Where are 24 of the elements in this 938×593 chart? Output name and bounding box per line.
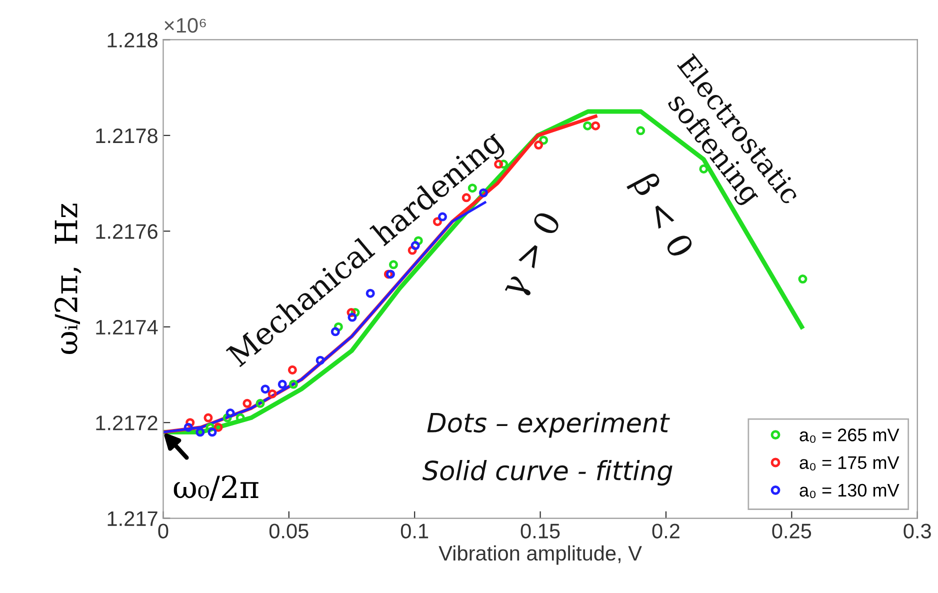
y-tick-label: 1.2176 bbox=[96, 224, 158, 239]
annotation: γ > 0 bbox=[498, 210, 568, 302]
legend-label: a₀ = 130 mV bbox=[800, 484, 900, 498]
text: ×10⁶ bbox=[164, 18, 206, 33]
x-tick-label: 0.15 bbox=[520, 524, 560, 538]
annotation: Solid curve - fitting bbox=[422, 460, 672, 486]
legend-label: a₀ = 175 mV bbox=[800, 456, 900, 470]
legend-label: a₀ = 265 mV bbox=[800, 428, 900, 443]
x-tick-label: 0.2 bbox=[652, 524, 680, 538]
x-tick-label: 0.1 bbox=[400, 524, 428, 538]
y-tick-label: 1.2172 bbox=[96, 416, 158, 430]
x-tick-label: 0 bbox=[158, 524, 168, 538]
x-tick-label: 0.3 bbox=[904, 524, 931, 538]
y-tick-label: 1.218 bbox=[108, 32, 158, 48]
y-axis-title: ωᵢ/2π, Hz bbox=[54, 204, 82, 354]
y-tick-label: 1.2178 bbox=[96, 128, 158, 144]
x-axis-title: Vibration amplitude, V bbox=[438, 545, 642, 565]
y-tick-label: 1.217 bbox=[108, 511, 158, 526]
annotation: Dots – experiment bbox=[427, 412, 670, 438]
annotation: β < 0 bbox=[626, 171, 696, 262]
y-tick-label: 1.2174 bbox=[96, 320, 158, 334]
x-tick-label: 0.25 bbox=[772, 524, 812, 538]
x-tick-label: 0.05 bbox=[269, 524, 308, 538]
annotation: ω₀/2π bbox=[174, 475, 258, 501]
